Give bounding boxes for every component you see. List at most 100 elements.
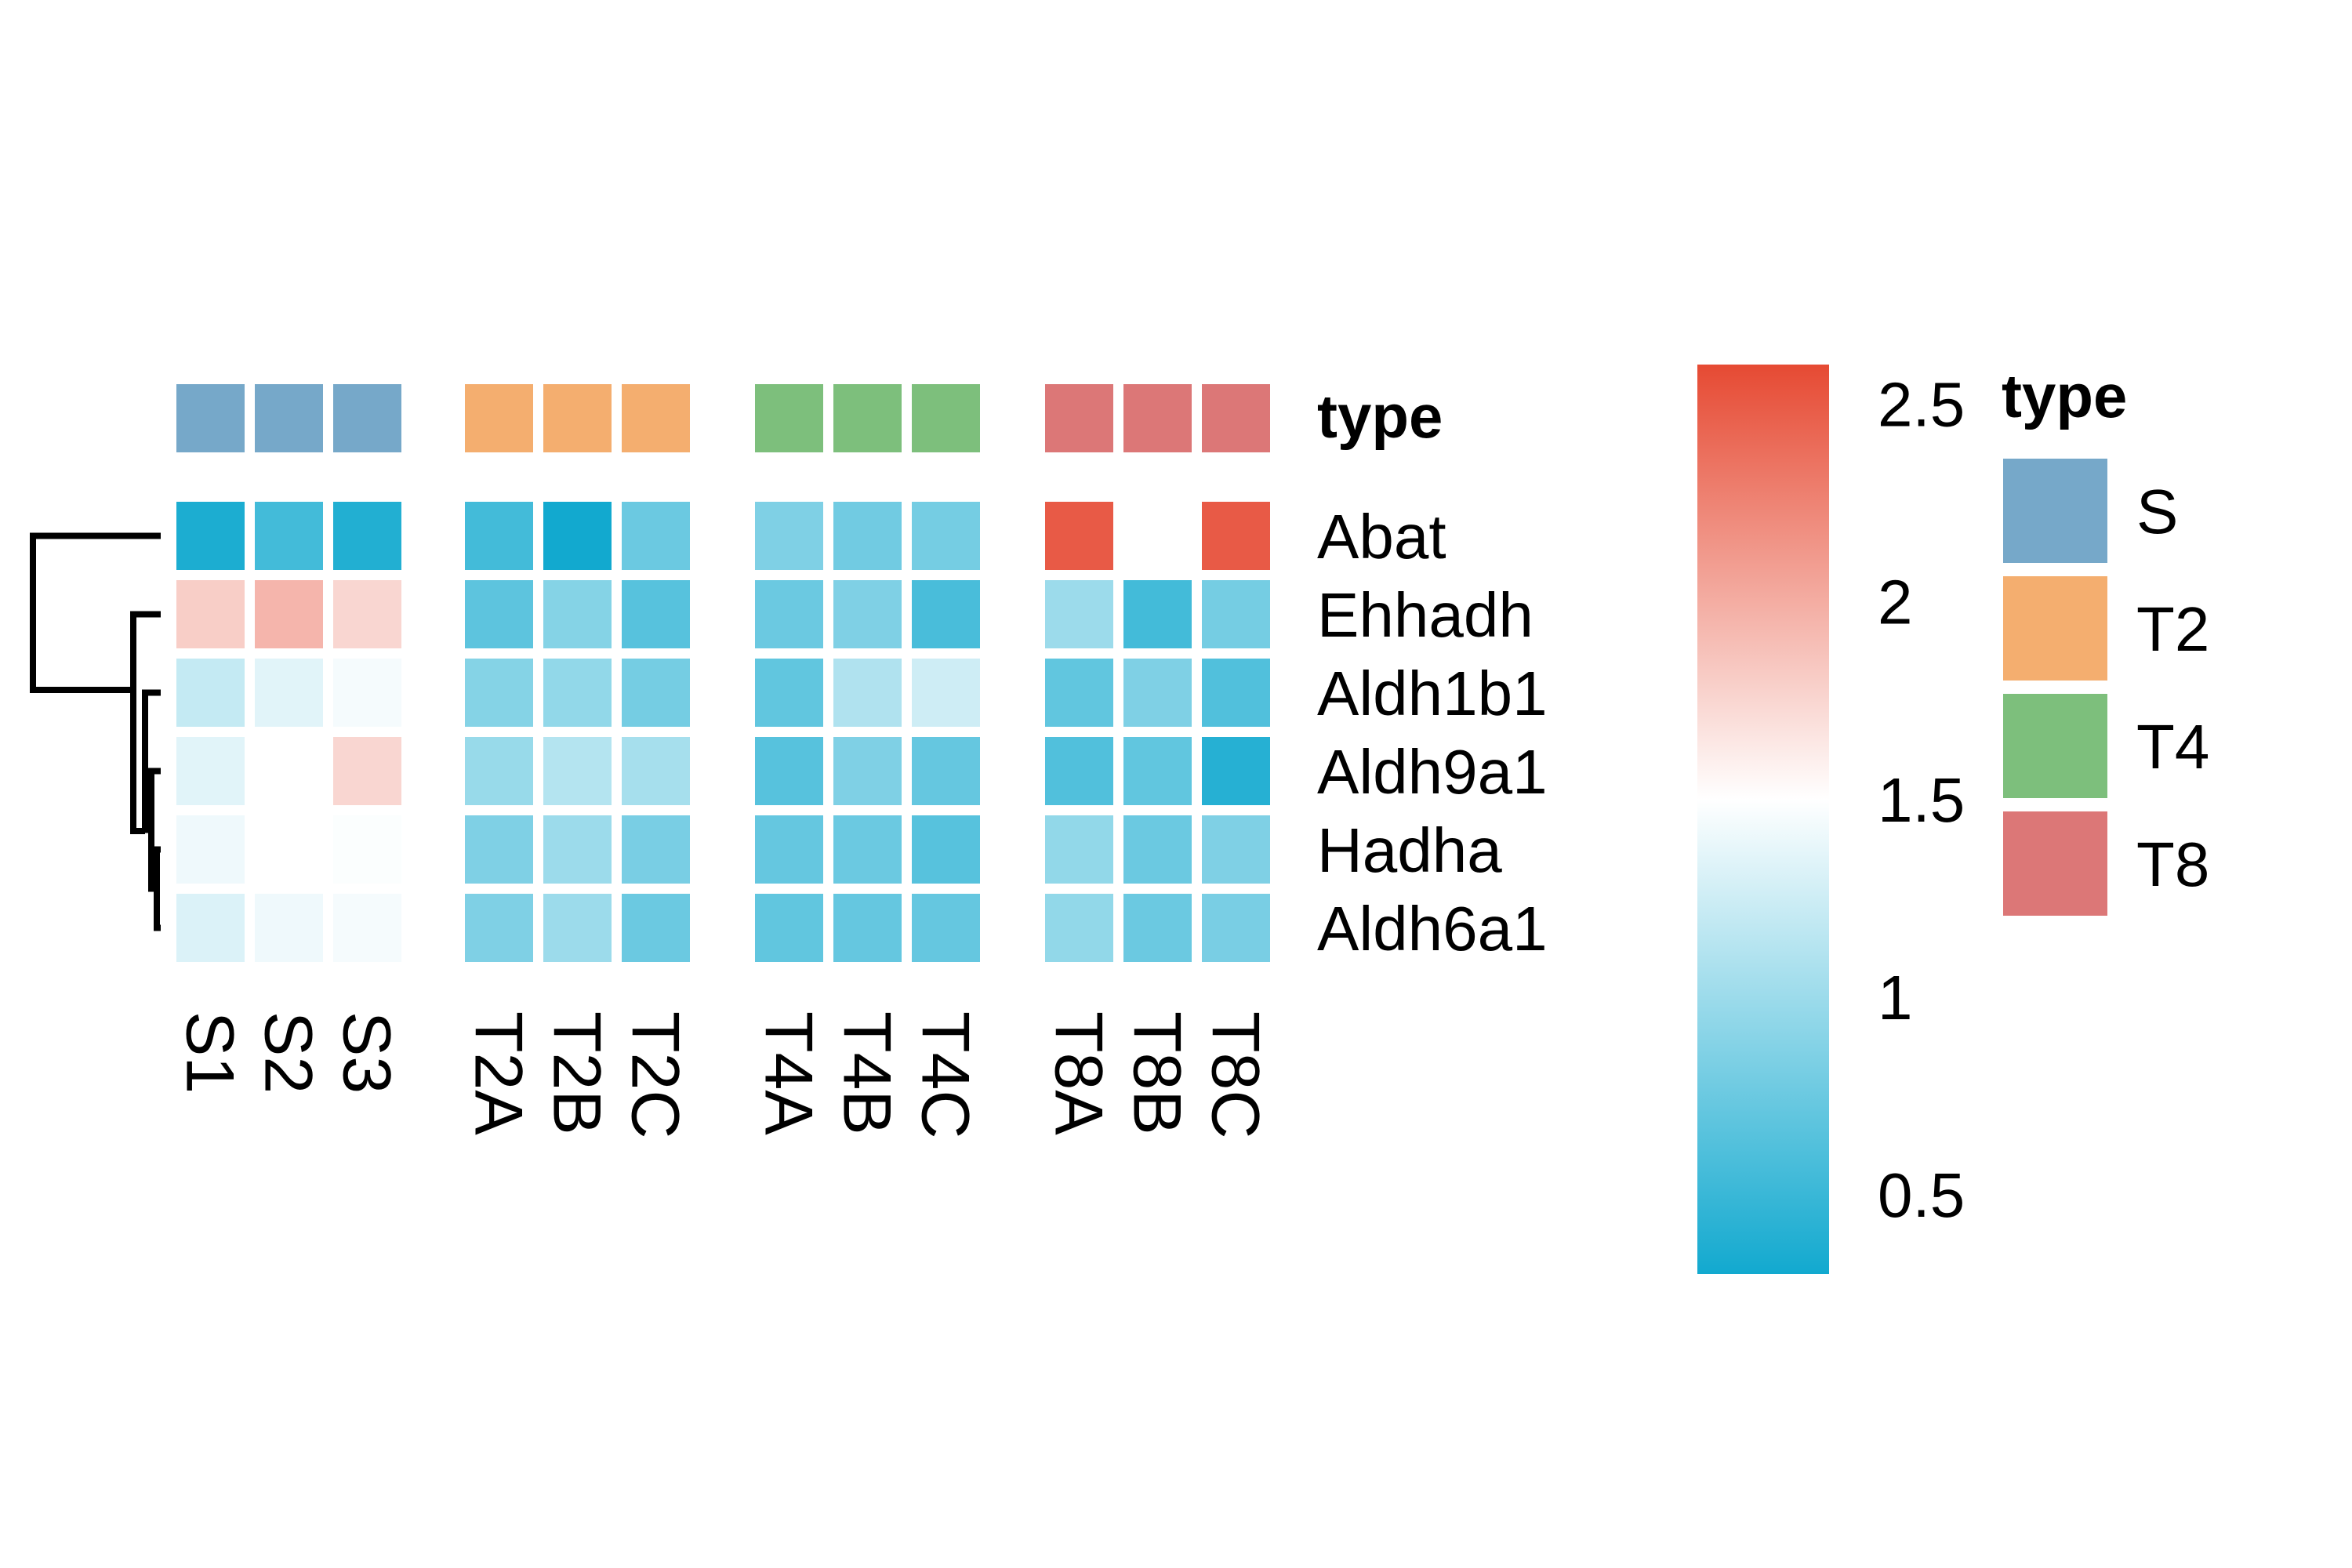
heatmap-cell-ehhadh-t8c: [1202, 580, 1270, 648]
type-legend: S T2 T4 T8: [2003, 459, 2209, 916]
heatmap-cell-aldh1b1-t2c: [622, 659, 690, 727]
heatmap-cell-aldh9a1-t8b: [1123, 737, 1192, 805]
heatmap-cell-ehhadh-t2a: [465, 580, 533, 648]
heatmap-cell-aldh9a1-t4a: [755, 737, 823, 805]
heatmap-cell-aldh9a1-s2: [255, 737, 323, 805]
row-label-aldh9a1: Aldh9a1: [1317, 737, 1548, 807]
heatmap-cell-ehhadh-t4c: [912, 580, 980, 648]
heatmap-cell-hadha-t4b: [833, 815, 902, 884]
heatmap-cell-aldh1b1-t4b: [833, 659, 902, 727]
heatmap-cell-aldh6a1-t8a: [1045, 894, 1113, 962]
column-label-t2b: T2B: [539, 1011, 615, 1135]
row-dendrogram: [30, 532, 161, 931]
heatmap-cell-hadha-t2b: [543, 815, 612, 884]
column-label-t4b: T4B: [829, 1011, 905, 1135]
dendrogram-branch: [130, 611, 161, 834]
colorbar: [1697, 365, 1829, 1274]
heatmap-cell-ehhadh-s1: [176, 580, 245, 648]
heatmap-cell-abat-s3: [333, 502, 401, 570]
heatmap-cell-aldh6a1-t8b: [1123, 894, 1192, 962]
column-labels: S1 S2 S3 T2A T2B T2C T4A T4B T4C T8A T8B T8C: [172, 1011, 1273, 1138]
heatmap-cell-aldh9a1-t2c: [622, 737, 690, 805]
heatmap-cell-aldh6a1-t4b: [833, 894, 902, 962]
heatmap-cell-abat-s1: [176, 502, 245, 570]
row-label-hadha: Hadha: [1317, 815, 1502, 885]
column-label-t2c: T2C: [618, 1011, 693, 1138]
heatmap-cell-aldh9a1-t2b: [543, 737, 612, 805]
heatmap-cell-ehhadh-t2b: [543, 580, 612, 648]
heatmap-cell-aldh9a1-t2a: [465, 737, 533, 805]
row-labels: Abat Ehhadh Aldh1b1 Aldh9a1 Hadha Aldh6a1: [1317, 502, 1548, 964]
heatmap-cell-hadha-s2: [255, 815, 323, 884]
heatmap-cell-aldh6a1-t2c: [622, 894, 690, 962]
heatmap-cell-hadha-t8c: [1202, 815, 1270, 884]
heatmap-cell-aldh6a1-t4c: [912, 894, 980, 962]
heatmap-cell-aldh1b1-t2b: [543, 659, 612, 727]
heatmap-cell-aldh1b1-s3: [333, 659, 401, 727]
colorbar-tick-label: 1.5: [1878, 765, 1965, 835]
column-label-t4c: T4C: [908, 1011, 983, 1138]
heatmap-cell-aldh9a1-t4c: [912, 737, 980, 805]
heatmap-cell-abat-t4c: [912, 502, 980, 570]
heatmap-cell-abat-t8b: [1123, 502, 1192, 570]
heatmap-cell-aldh1b1-t4c: [912, 659, 980, 727]
heatmap-cell-ehhadh-t8b: [1123, 580, 1192, 648]
annotation-title: type: [1317, 382, 1443, 451]
dendrogram-branch: [154, 846, 161, 931]
heatmap-cell-hadha-s3: [333, 815, 401, 884]
heatmap-cell-aldh1b1-s1: [176, 659, 245, 727]
column-label-s1: S1: [172, 1011, 248, 1094]
heatmap-cell-ehhadh-t2c: [622, 580, 690, 648]
heatmap-cell-abat-s2: [255, 502, 323, 570]
legend-swatch-t2: [2003, 576, 2107, 681]
heatmap-cell-abat-t8c: [1202, 502, 1270, 570]
type-legend-title: type: [2002, 361, 2127, 430]
annotation-cell-t8a: [1045, 384, 1113, 452]
dendrogram-branch: [30, 532, 161, 693]
column-label-t8c: T8C: [1198, 1011, 1273, 1138]
legend-label-t4: T4: [2136, 712, 2209, 782]
annotation-cell-t4a: [755, 384, 823, 452]
heatmap-cell-aldh6a1-s2: [255, 894, 323, 962]
column-label-t8b: T8B: [1120, 1011, 1195, 1135]
colorbar-tick-label: 2: [1878, 568, 1913, 637]
heatmap-cell-aldh6a1-t4a: [755, 894, 823, 962]
heatmap-cell-aldh6a1-t8c: [1202, 894, 1270, 962]
heatmap-cell-hadha-t8a: [1045, 815, 1113, 884]
heatmap-cell-hadha-t8b: [1123, 815, 1192, 884]
annotation-cell-t4b: [833, 384, 902, 452]
heatmap-cell-abat-t2b: [543, 502, 612, 570]
heatmap-cell-hadha-s1: [176, 815, 245, 884]
row-label-abat: Abat: [1317, 502, 1446, 572]
heatmap-cell-ehhadh-t4a: [755, 580, 823, 648]
colorbar-tick-labels: 0.5 1 1.5 2 2.5: [1878, 369, 1965, 1230]
legend-swatch-t8: [2003, 811, 2107, 916]
legend-swatch-s: [2003, 459, 2107, 563]
heatmap-cell-aldh6a1-t2b: [543, 894, 612, 962]
legend-label-t2: T2: [2136, 594, 2209, 664]
colorbar-tick-label: 2.5: [1878, 369, 1965, 439]
annotation-cell-s2: [255, 384, 323, 452]
column-label-t8a: T8A: [1041, 1011, 1116, 1135]
heatmap-cell-aldh1b1-t8b: [1123, 659, 1192, 727]
heatmap-cell-ehhadh-s2: [255, 580, 323, 648]
heatmap-cell-aldh1b1-t2a: [465, 659, 533, 727]
heatmap-cell-aldh9a1-t8c: [1202, 737, 1270, 805]
row-label-aldh6a1: Aldh6a1: [1317, 894, 1548, 964]
annotation-cell-t8c: [1202, 384, 1270, 452]
annotation-cell-t8b: [1123, 384, 1192, 452]
heatmap-cell-aldh9a1-t4b: [833, 737, 902, 805]
annotation-cell-s3: [333, 384, 401, 452]
colorbar-tick-label: 0.5: [1878, 1160, 1965, 1230]
annotation-cell-t2b: [543, 384, 612, 452]
heatmap-cell-aldh9a1-s3: [333, 737, 401, 805]
heatmap-cell-aldh1b1-t8a: [1045, 659, 1113, 727]
dendrogram-branch: [142, 689, 161, 833]
legend-label-s: S: [2136, 477, 2178, 546]
heatmap-cell-aldh6a1-s3: [333, 894, 401, 962]
legend-swatch-t4: [2003, 694, 2107, 798]
heatmap-cell-hadha-t2a: [465, 815, 533, 884]
row-label-aldh1b1: Aldh1b1: [1317, 659, 1548, 728]
heatmap-cell-aldh9a1-t8a: [1045, 737, 1113, 805]
